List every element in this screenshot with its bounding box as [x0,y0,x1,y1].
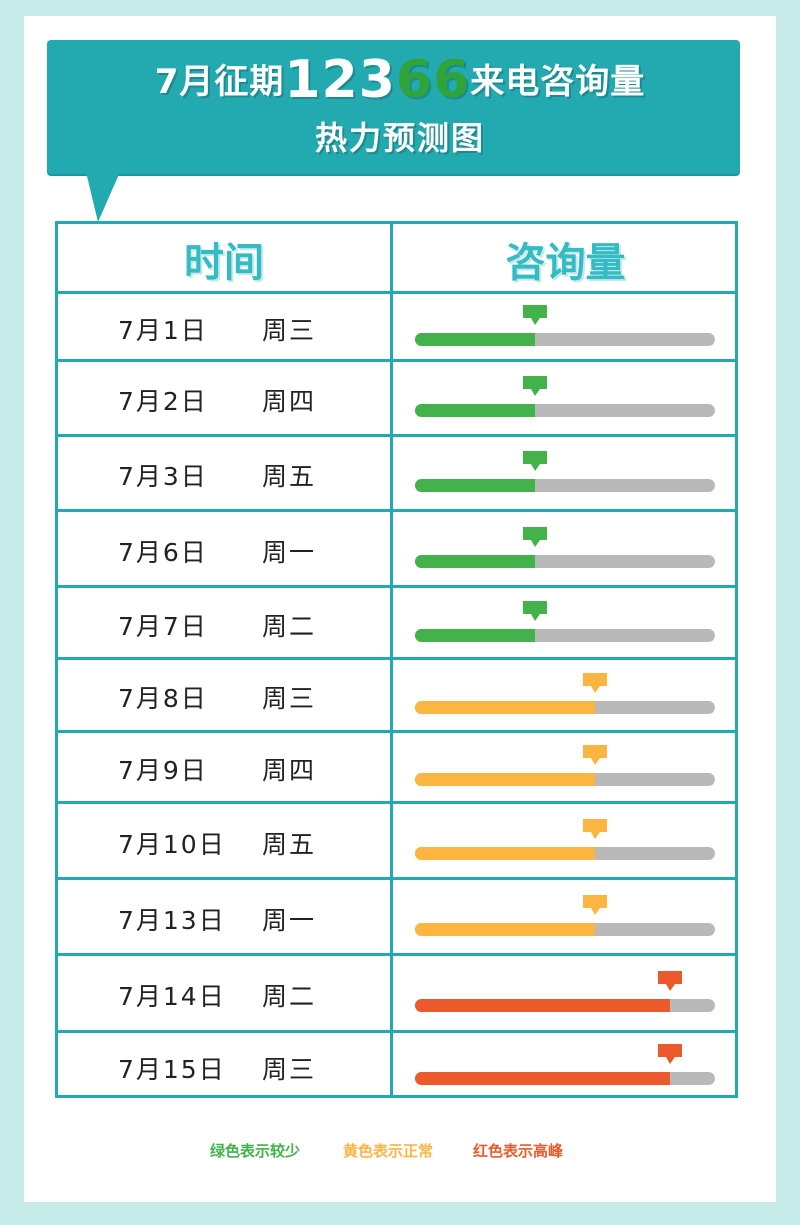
title-line-1: 7月征期12366来电咨询量 [0,50,800,110]
volume-bar-low [415,332,535,346]
row-divider [55,1030,738,1033]
legend-peak: 红色表示高峰 [473,1142,564,1160]
level-marker-icon [523,304,547,325]
date-label: 7月1日 [118,315,208,345]
weekday-label: 周二 [262,611,317,641]
level-marker-icon [523,526,547,547]
legend-normal: 黄色表示正常 [343,1142,434,1160]
level-marker-icon [523,376,547,396]
header-time: 时间 [184,240,264,286]
weekday-label: 周三 [262,1054,317,1084]
weekday-label: 周一 [262,537,317,567]
volume-track [415,554,715,568]
volume-track [415,922,715,936]
weekday-label: 周五 [262,829,317,859]
date-label: 7月13日 [118,905,226,935]
date-label: 7月6日 [118,537,208,567]
weekday-label: 周五 [262,462,317,491]
date-label: 7月15日 [118,1054,226,1084]
row-divider [55,657,738,660]
volume-track [415,404,715,417]
volume-bar-low [415,404,535,417]
level-marker-icon [523,600,547,621]
volume-bar-low [415,554,535,568]
date-label: 7月14日 [118,982,226,1011]
volume-track [415,479,715,492]
row-divider [55,359,738,362]
row-divider [55,291,738,294]
volume-bar-normal [415,701,595,714]
level-marker-icon [583,894,607,915]
header-volume: 咨询量 [505,240,626,286]
volume-track [415,999,715,1012]
date-label: 7月2日 [118,387,208,416]
date-label: 7月8日 [118,684,208,713]
row-divider [55,877,738,880]
volume-track [415,701,715,714]
level-marker-icon [583,673,607,693]
title-number-b: 66 [395,50,471,110]
title-suffix: 来电咨询量 [470,62,646,102]
weekday-label: 周三 [262,315,317,345]
legend-low: 绿色表示较少 [210,1142,301,1160]
banner-pointer [86,172,120,222]
row-divider [55,434,738,437]
date-label: 7月7日 [118,611,208,641]
row-divider [55,801,738,804]
volume-track [415,1071,715,1085]
volume-bar-normal [415,846,595,860]
row-divider [55,953,738,956]
volume-bar-low [415,628,535,642]
volume-bar-peak [415,999,670,1012]
title-banner [47,40,740,174]
level-marker-icon [658,971,682,991]
weekday-label: 周四 [262,756,317,785]
weekday-label: 周三 [262,684,317,713]
date-label: 7月9日 [118,756,208,785]
volume-bar-normal [415,773,595,786]
row-divider [55,509,738,512]
level-marker-icon [583,745,607,765]
weekday-label: 周一 [262,905,317,935]
level-marker-icon [523,451,547,471]
row-divider [55,585,738,588]
date-label: 7月10日 [118,829,226,859]
volume-bar-normal [415,922,595,936]
volume-track [415,846,715,860]
date-label: 7月3日 [118,462,208,491]
weekday-label: 周二 [262,982,317,1011]
title-line-2: 热力预测图 [314,119,485,157]
title-number-a: 123 [284,50,396,110]
level-marker-icon [583,818,607,839]
row-divider [55,730,738,733]
weekday-label: 周四 [262,387,317,416]
volume-bar-low [415,479,535,492]
level-marker-icon [658,1043,682,1064]
volume-track [415,332,715,346]
title-prefix: 7月征期 [154,62,285,102]
volume-track [415,628,715,642]
volume-bar-peak [415,1071,670,1085]
volume-track [415,773,715,786]
